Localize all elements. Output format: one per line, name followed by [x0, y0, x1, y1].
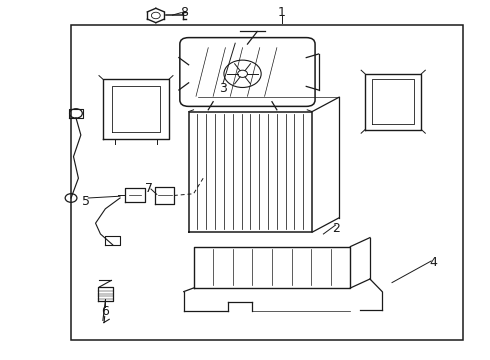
Text: 6: 6 [101, 305, 109, 318]
Text: 7: 7 [146, 183, 153, 195]
Text: 2: 2 [332, 222, 340, 235]
Text: 8: 8 [180, 6, 188, 19]
Bar [71, 25, 463, 340]
Text: 3: 3 [219, 82, 227, 95]
Text: 4: 4 [430, 256, 438, 269]
Text: 5: 5 [82, 195, 90, 208]
Text: 1: 1 [278, 6, 286, 19]
